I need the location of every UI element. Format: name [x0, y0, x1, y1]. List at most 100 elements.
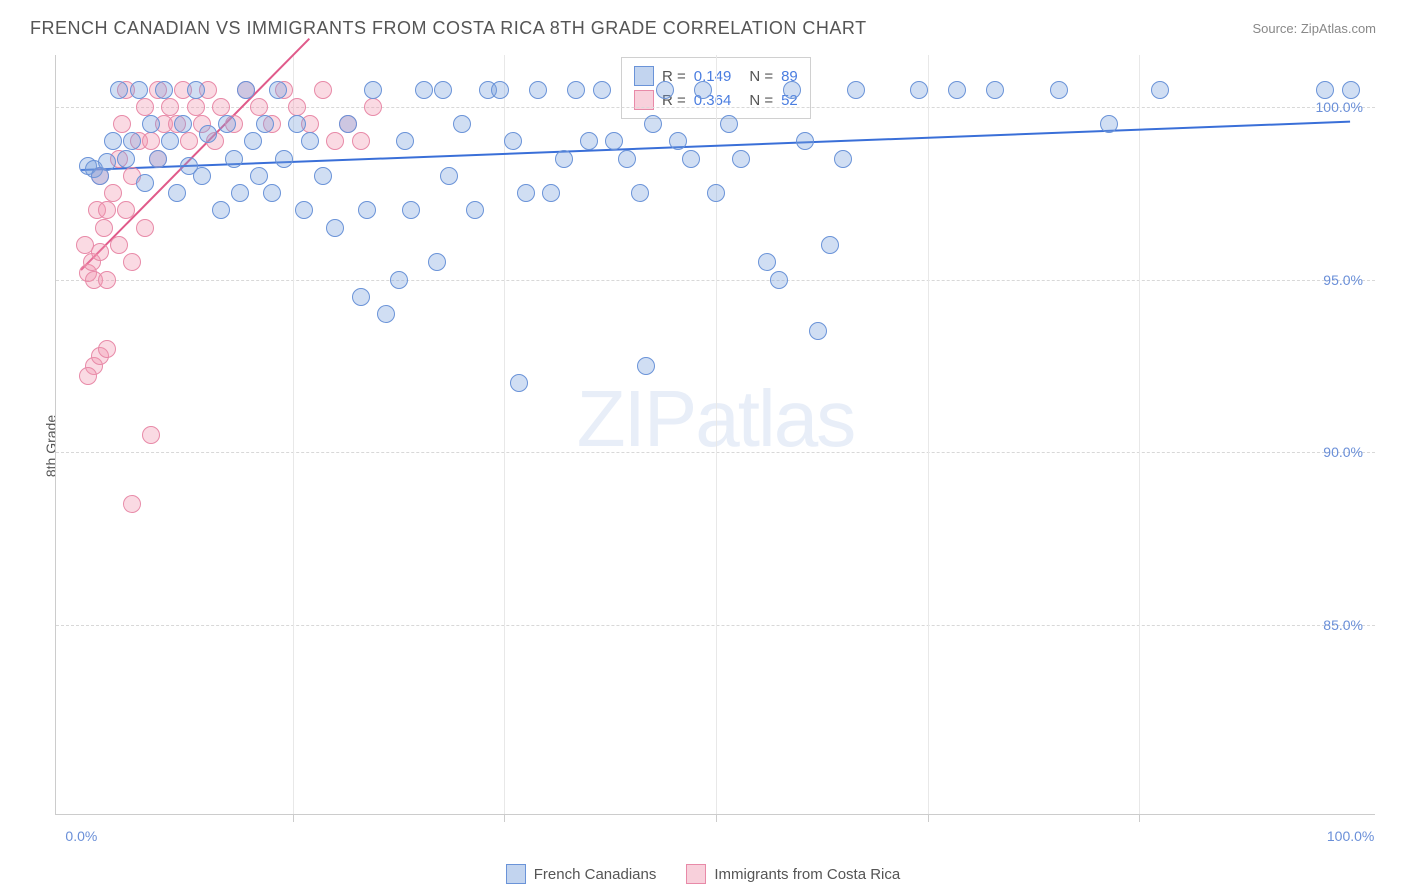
data-point: [142, 115, 160, 133]
data-point: [301, 132, 319, 150]
source-label: Source: ZipAtlas.com: [1252, 21, 1376, 36]
data-point: [783, 81, 801, 99]
data-point: [256, 115, 274, 133]
data-point: [98, 340, 116, 358]
data-point: [314, 167, 332, 185]
data-point: [352, 288, 370, 306]
data-point: [364, 81, 382, 99]
legend-label: French Canadians: [534, 866, 657, 883]
data-point: [231, 184, 249, 202]
data-point: [466, 201, 484, 219]
data-point: [644, 115, 662, 133]
data-point: [113, 115, 131, 133]
data-point: [161, 132, 179, 150]
data-point: [415, 81, 433, 99]
data-point: [618, 150, 636, 168]
data-point: [364, 98, 382, 116]
data-point: [95, 219, 113, 237]
data-point: [136, 98, 154, 116]
data-point: [707, 184, 725, 202]
data-point: [314, 81, 332, 99]
y-tick-label: 95.0%: [1323, 272, 1363, 288]
data-point: [123, 132, 141, 150]
gridline-vertical: [716, 55, 717, 814]
data-point: [326, 132, 344, 150]
gridline-vertical: [928, 55, 929, 814]
data-point: [142, 132, 160, 150]
data-point: [237, 81, 255, 99]
data-point: [142, 426, 160, 444]
data-point: [199, 125, 217, 143]
data-point: [1100, 115, 1118, 133]
data-point: [402, 201, 420, 219]
x-tick-mark: [504, 814, 505, 822]
data-point: [390, 271, 408, 289]
gridline-vertical: [1139, 55, 1140, 814]
data-point: [682, 150, 700, 168]
data-point: [161, 98, 179, 116]
data-point: [98, 153, 116, 171]
data-point: [453, 115, 471, 133]
data-point: [91, 243, 109, 261]
data-point: [504, 132, 522, 150]
data-point: [593, 81, 611, 99]
data-point: [637, 357, 655, 375]
data-point: [377, 305, 395, 323]
data-point: [339, 115, 357, 133]
data-point: [136, 219, 154, 237]
legend-swatch-pink: [686, 864, 706, 884]
data-point: [821, 236, 839, 254]
data-point: [263, 184, 281, 202]
data-point: [212, 201, 230, 219]
legend-label: Immigrants from Costa Rica: [714, 866, 900, 883]
data-point: [720, 115, 738, 133]
legend-swatch-blue: [506, 864, 526, 884]
data-point: [694, 81, 712, 99]
series-legend: French Canadians Immigrants from Costa Ri…: [0, 864, 1406, 884]
data-point: [269, 81, 287, 99]
legend-item: Immigrants from Costa Rica: [686, 864, 900, 884]
data-point: [669, 132, 687, 150]
data-point: [428, 253, 446, 271]
data-point: [174, 115, 192, 133]
data-point: [631, 184, 649, 202]
data-point: [130, 81, 148, 99]
y-tick-label: 85.0%: [1323, 617, 1363, 633]
data-point: [117, 201, 135, 219]
data-point: [149, 150, 167, 168]
data-point: [510, 374, 528, 392]
data-point: [212, 98, 230, 116]
data-point: [529, 81, 547, 99]
data-point: [542, 184, 560, 202]
y-tick-label: 100.0%: [1316, 99, 1363, 115]
x-tick-mark: [928, 814, 929, 822]
data-point: [104, 184, 122, 202]
data-point: [98, 201, 116, 219]
data-point: [244, 132, 262, 150]
chart-title: FRENCH CANADIAN VS IMMIGRANTS FROM COSTA…: [30, 18, 867, 39]
data-point: [352, 132, 370, 150]
data-point: [396, 132, 414, 150]
x-tick-label: 0.0%: [65, 828, 97, 844]
data-point: [732, 150, 750, 168]
data-point: [168, 184, 186, 202]
data-point: [104, 132, 122, 150]
data-point: [434, 81, 452, 99]
x-tick-mark: [716, 814, 717, 822]
data-point: [847, 81, 865, 99]
data-point: [295, 201, 313, 219]
legend-swatch-blue: [634, 66, 654, 86]
data-point: [187, 98, 205, 116]
data-point: [656, 81, 674, 99]
data-point: [110, 236, 128, 254]
n-label: N =: [749, 68, 773, 85]
data-point: [79, 367, 97, 385]
legend-item: French Canadians: [506, 864, 657, 884]
data-point: [225, 150, 243, 168]
data-point: [218, 115, 236, 133]
data-point: [567, 81, 585, 99]
data-point: [986, 81, 1004, 99]
data-point: [770, 271, 788, 289]
data-point: [123, 495, 141, 513]
data-point: [193, 167, 211, 185]
